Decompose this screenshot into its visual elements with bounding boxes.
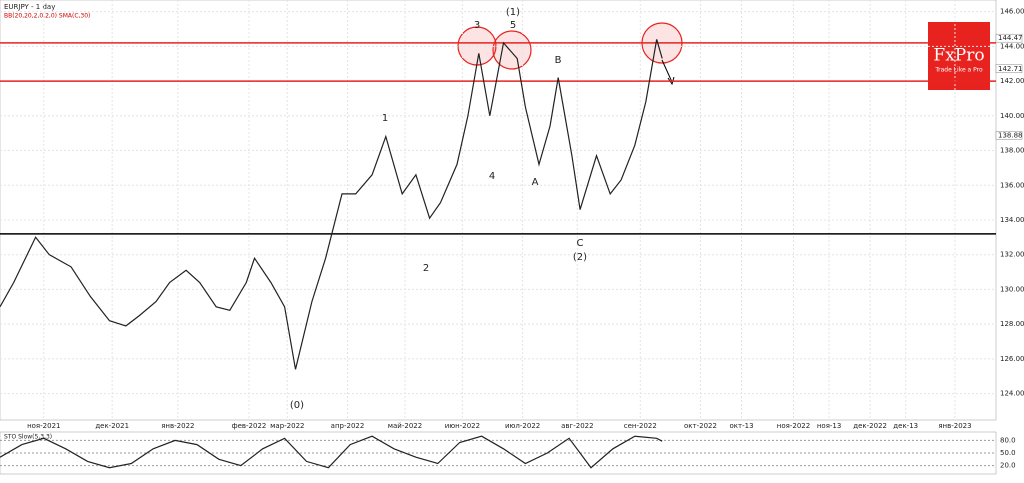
- x-tick-label: авг-2022: [561, 422, 593, 430]
- highlight-circle: [492, 30, 532, 70]
- price-tag: [995, 33, 1023, 43]
- logo-tagline: Trade Like a Pro: [934, 67, 983, 74]
- y-tick-label: 142.00: [1000, 77, 1024, 85]
- x-tick-label: янв-2023: [938, 422, 971, 430]
- x-tick-label: ноя-13: [817, 422, 842, 430]
- price-tag: [995, 131, 1023, 140]
- price-label: 144.47: [998, 34, 1023, 42]
- x-tick-label: янв-2022: [161, 422, 194, 430]
- y-tick-label: 20.0: [1000, 462, 1016, 470]
- y-tick-label: 136.00: [1000, 181, 1024, 189]
- y-tick-label: 134.00: [1000, 216, 1024, 224]
- wave-label: C: [577, 238, 584, 249]
- x-tick-label: окт-13: [730, 422, 754, 430]
- wave-label: 5: [510, 20, 516, 31]
- logo: [928, 22, 990, 90]
- chart-title: EURJPY - 1 day: [4, 3, 55, 11]
- x-tick-label: ноя-2022: [777, 422, 810, 430]
- wave-label: A: [532, 177, 539, 188]
- wave-label: (2): [573, 252, 587, 263]
- wave-label: 4: [489, 171, 495, 182]
- arrow: [661, 59, 675, 86]
- wave-label: 3: [474, 20, 480, 31]
- y-tick-label: 80.0: [1000, 436, 1016, 444]
- x-tick-label: ноя-2021: [27, 422, 60, 430]
- price-line: [0, 39, 663, 370]
- wave-label: 2: [423, 263, 429, 274]
- wave-label: B: [555, 55, 562, 66]
- y-tick-label: 50.0: [1000, 449, 1016, 457]
- y-tick-label: 132.00: [1000, 251, 1024, 259]
- wave-label: (1): [506, 7, 520, 18]
- x-tick-label: окт-2022: [684, 422, 717, 430]
- y-tick-label: 144.00: [1000, 42, 1024, 50]
- y-tick-label: 140.00: [1000, 112, 1024, 120]
- y-tick-label: 128.00: [1000, 320, 1024, 328]
- y-tick-label: 124.00: [1000, 390, 1024, 398]
- x-tick-label: июл-2022: [505, 422, 540, 430]
- y-tick-label: 146.00: [1000, 8, 1024, 16]
- logo-text: FxPro: [933, 46, 984, 66]
- wave-label: (0): [290, 400, 304, 411]
- stoch-area: [0, 431, 997, 475]
- indicator-label: BB(20,20,2,0,2,0) SMA(C,30): [4, 13, 90, 20]
- x-tick-label: сен-2022: [624, 422, 657, 430]
- x-tick-label: апр-2022: [331, 422, 365, 430]
- price-label: 138.88: [998, 131, 1023, 139]
- wave-label: 1: [382, 113, 388, 124]
- y-tick-label: 138.00: [1000, 147, 1024, 155]
- x-tick-label: июн-2022: [445, 422, 480, 430]
- price-line: [0, 435, 663, 469]
- y-tick-label: 130.00: [1000, 285, 1024, 293]
- x-tick-label: май-2022: [388, 422, 422, 430]
- y-tick-label: 126.00: [1000, 355, 1024, 363]
- x-tick-label: дек-2021: [95, 422, 129, 430]
- x-tick-label: мар-2022: [270, 422, 304, 430]
- x-tick-label: дек-13: [893, 422, 918, 430]
- x-tick-label: дек-2022: [853, 422, 887, 430]
- x-tick-label: фев-2022: [232, 422, 267, 430]
- stoch-title: STO Slow(5,3,3): [4, 434, 52, 441]
- price-label: 142.71: [998, 65, 1023, 73]
- price-tag: [995, 64, 1023, 74]
